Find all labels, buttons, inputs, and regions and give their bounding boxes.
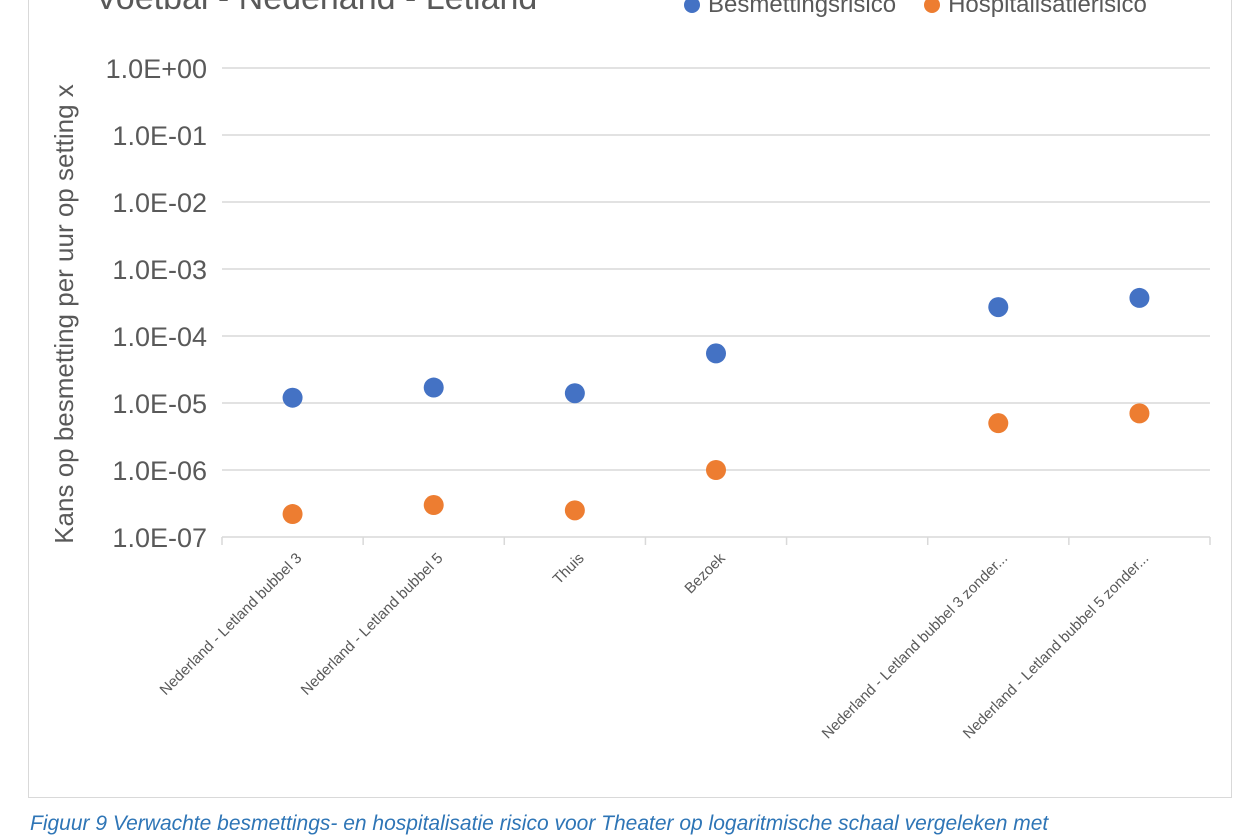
- x-tick-label: Nederland - Letland bubbel 5: [298, 550, 447, 699]
- data-point: [1129, 403, 1150, 424]
- legend-marker-orange: [924, 0, 941, 13]
- data-point: [988, 297, 1009, 318]
- data-point: [564, 500, 585, 521]
- y-tick-label: 1.0E-01: [112, 121, 207, 151]
- y-axis-title: Kans op besmetting per uur op setting x: [49, 84, 79, 544]
- legend-item-besmettingsrisico: Besmettingsrisico: [684, 0, 896, 19]
- legend-marker-blue: [684, 0, 700, 13]
- y-tick-label: 1.0E+00: [106, 54, 207, 84]
- data-point: [1129, 287, 1150, 308]
- legend-label-hospitalisatierisico: Hospitalisatierisico: [948, 0, 1147, 18]
- legend: Besmettingsrisico Hospitalisatierisico: [684, 0, 1147, 19]
- data-point: [564, 383, 585, 404]
- chart-title: Voetbal - Nederland - Letland: [95, 0, 537, 18]
- y-tick-label: 1.0E-07: [112, 523, 207, 553]
- data-point: [988, 413, 1009, 434]
- data-point: [423, 495, 444, 516]
- scatter-plot: 1.0E+00 1.0E-01 1.0E-02 1.0E-03 1.0E-04 1.0E-…: [49, 54, 1211, 742]
- x-tick-label: Thuis: [550, 550, 588, 588]
- legend-label-besmettingsrisico: Besmettingsrisico: [708, 0, 897, 18]
- data-point: [706, 343, 726, 364]
- legend-item-hospitalisatierisico: Hospitalisatierisico: [924, 0, 1147, 19]
- figure-caption: Figuur 9 Verwachte besmettings- en hospi…: [30, 812, 1049, 835]
- data-point: [282, 504, 303, 525]
- y-tick-label: 1.0E-03: [112, 255, 207, 285]
- y-tick-label: 1.0E-02: [112, 188, 207, 218]
- y-tick-label: 1.0E-06: [112, 456, 207, 486]
- data-point: [282, 387, 303, 408]
- y-tick-label: 1.0E-04: [112, 322, 207, 352]
- data-point: [423, 377, 444, 398]
- y-tick-label: 1.0E-05: [112, 389, 207, 419]
- chart-frame: Voetbal - Nederland - Letland Besmetting…: [28, 0, 1232, 798]
- x-tick-label: Bezoek: [681, 549, 729, 597]
- x-tick-label: Nederland - Letland bubbel 3: [157, 550, 306, 699]
- data-point: [706, 460, 726, 480]
